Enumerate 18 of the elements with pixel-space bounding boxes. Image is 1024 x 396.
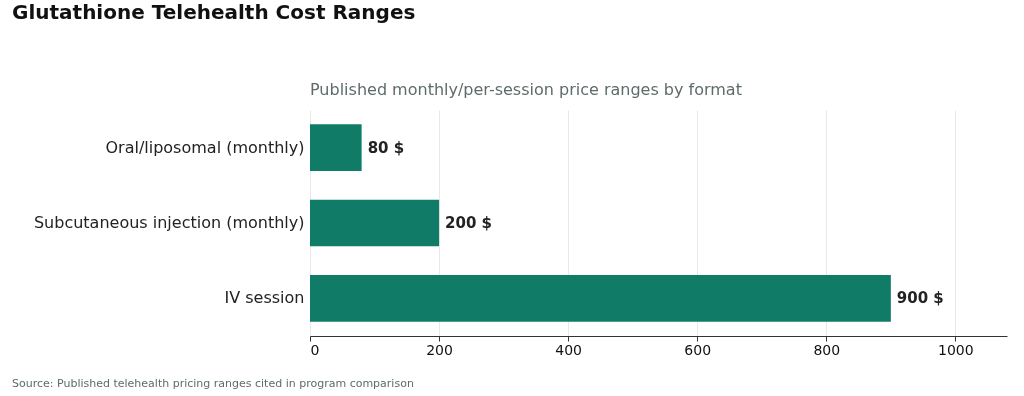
- y-tick-label: Subcutaneous injection (monthly): [33, 213, 305, 232]
- x-tick-label: 800: [813, 341, 841, 358]
- bar: [310, 274, 891, 322]
- data-label: 900 $: [896, 289, 944, 308]
- chart-title: Glutathione Telehealth Cost Ranges: [12, 0, 416, 24]
- x-tick-label: 200: [426, 341, 453, 358]
- bar: [310, 124, 362, 172]
- x-tick-label: 0: [310, 341, 320, 358]
- x-tick-label: 400: [555, 341, 583, 358]
- y-tick-label: Oral/liposomal (monthly): [105, 137, 305, 157]
- x-tick-label: 1000: [938, 341, 974, 358]
- data-label: 80 $: [367, 138, 405, 157]
- x-tick-label: 600: [684, 341, 712, 358]
- source-note: Source: Published telehealth pricing ranges cited in program comparison: [12, 377, 414, 390]
- chart-subtitle: Published monthly/per-session price ranges by format: [310, 80, 742, 99]
- y-tick-label: IV session: [224, 288, 305, 308]
- data-label: 200 $: [445, 214, 493, 232]
- bar: [310, 199, 440, 247]
